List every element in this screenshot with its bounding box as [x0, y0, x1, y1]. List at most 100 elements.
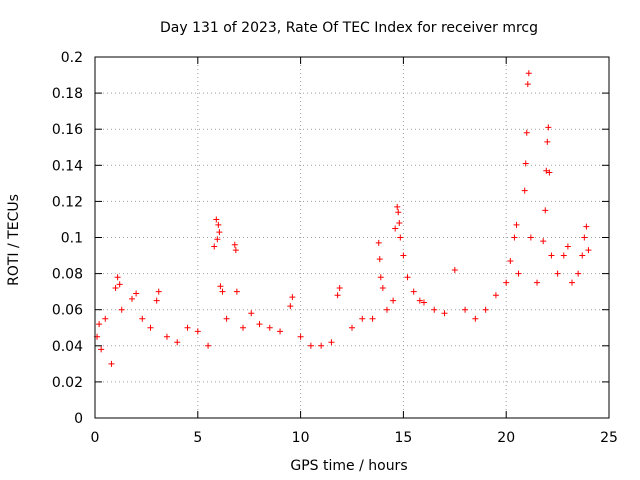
data-point — [515, 270, 522, 277]
data-point — [318, 342, 325, 349]
data-point — [256, 321, 263, 328]
data-point — [223, 315, 230, 322]
data-point — [369, 315, 376, 322]
y-tick-label: 0.12 — [52, 194, 83, 210]
data-point — [213, 216, 220, 223]
x-tick-label: 15 — [394, 430, 412, 446]
data-point — [240, 324, 247, 331]
data-point — [416, 297, 423, 304]
y-tick-label: 0.18 — [52, 86, 83, 102]
data-point — [116, 281, 123, 288]
data-point — [394, 203, 401, 210]
data-point — [139, 315, 146, 322]
data-point — [390, 297, 397, 304]
data-point — [266, 324, 273, 331]
data-point — [184, 324, 191, 331]
data-point — [525, 70, 532, 77]
data-point — [544, 138, 551, 145]
data-point — [277, 328, 284, 335]
x-tick-label: 25 — [600, 430, 618, 446]
x-axis-label: GPS time / hours — [290, 458, 407, 474]
data-point — [404, 274, 411, 281]
y-tick-label: 0.1 — [61, 231, 83, 247]
data-point — [102, 315, 109, 322]
data-point — [336, 285, 343, 292]
data-point — [114, 274, 121, 281]
x-tick-label: 20 — [497, 430, 515, 446]
data-point — [287, 303, 294, 310]
data-point — [349, 324, 355, 331]
data-point — [153, 297, 160, 304]
data-point — [441, 310, 448, 317]
data-point — [217, 283, 224, 290]
data-point — [523, 129, 530, 136]
y-tick-label: 0.14 — [52, 158, 83, 174]
x-tick-label: 5 — [193, 430, 202, 446]
data-point — [297, 333, 304, 340]
data-point — [545, 124, 552, 131]
x-tick-label: 0 — [91, 430, 100, 446]
data-point — [581, 234, 588, 241]
data-point — [133, 290, 140, 297]
data-point — [503, 279, 510, 286]
data-point — [194, 328, 201, 335]
data-point — [546, 169, 553, 176]
ticks: 0 0.02 0.04 0.06 0.08 0.1 0.12 0.14 0.16 0.18 0.2 0… — [52, 50, 618, 446]
data-point — [383, 306, 390, 313]
data-point — [307, 342, 314, 349]
data-point — [583, 223, 590, 230]
data-point — [472, 315, 479, 322]
data-point — [511, 234, 518, 241]
data-point — [431, 306, 438, 313]
data-point — [231, 241, 238, 248]
data-point — [395, 209, 402, 216]
data-point — [451, 266, 458, 273]
y-tick-label: 0.04 — [52, 339, 83, 355]
y-tick-label: 0.02 — [52, 375, 83, 391]
data-point — [108, 360, 115, 367]
data-point — [548, 252, 555, 259]
data-point — [543, 167, 550, 174]
y-tick-label: 0.2 — [61, 50, 83, 66]
data-point — [397, 234, 404, 241]
data-point — [400, 252, 407, 259]
data-point — [375, 239, 382, 246]
data-point — [216, 229, 223, 236]
data-point — [492, 292, 499, 299]
y-tick-label: 0.06 — [52, 303, 83, 319]
data-point — [232, 247, 239, 254]
data-point — [334, 292, 341, 299]
data-point — [554, 270, 561, 277]
data-point — [174, 339, 181, 346]
y-tick-label: 0.16 — [52, 122, 83, 138]
data-point — [521, 187, 528, 194]
data-point — [507, 257, 514, 264]
data-point — [568, 279, 575, 286]
data-point — [579, 252, 586, 259]
chart-title: Day 131 of 2023, Rate Of TEC Index for r… — [160, 20, 538, 36]
data-point — [420, 299, 427, 306]
data-point — [392, 225, 399, 232]
data-point — [147, 324, 154, 331]
y-tick-label: 0.08 — [52, 267, 83, 283]
data-point — [513, 221, 520, 228]
data-point — [396, 220, 403, 227]
data-point — [233, 288, 240, 295]
x-tick-label: 10 — [292, 430, 310, 446]
data-point — [522, 160, 529, 167]
data-point — [155, 288, 162, 295]
data-point — [214, 236, 221, 243]
data-point — [118, 306, 125, 313]
data-point — [410, 288, 417, 295]
data-point — [560, 252, 567, 259]
data-point — [376, 256, 383, 263]
data-point — [112, 285, 119, 292]
data-point — [211, 243, 218, 250]
y-axis-label: ROTI / TECUs — [6, 194, 22, 286]
data-point — [527, 234, 534, 241]
data-point — [248, 310, 255, 317]
data-point — [377, 274, 384, 281]
grid — [95, 57, 609, 418]
data-point — [96, 321, 103, 328]
